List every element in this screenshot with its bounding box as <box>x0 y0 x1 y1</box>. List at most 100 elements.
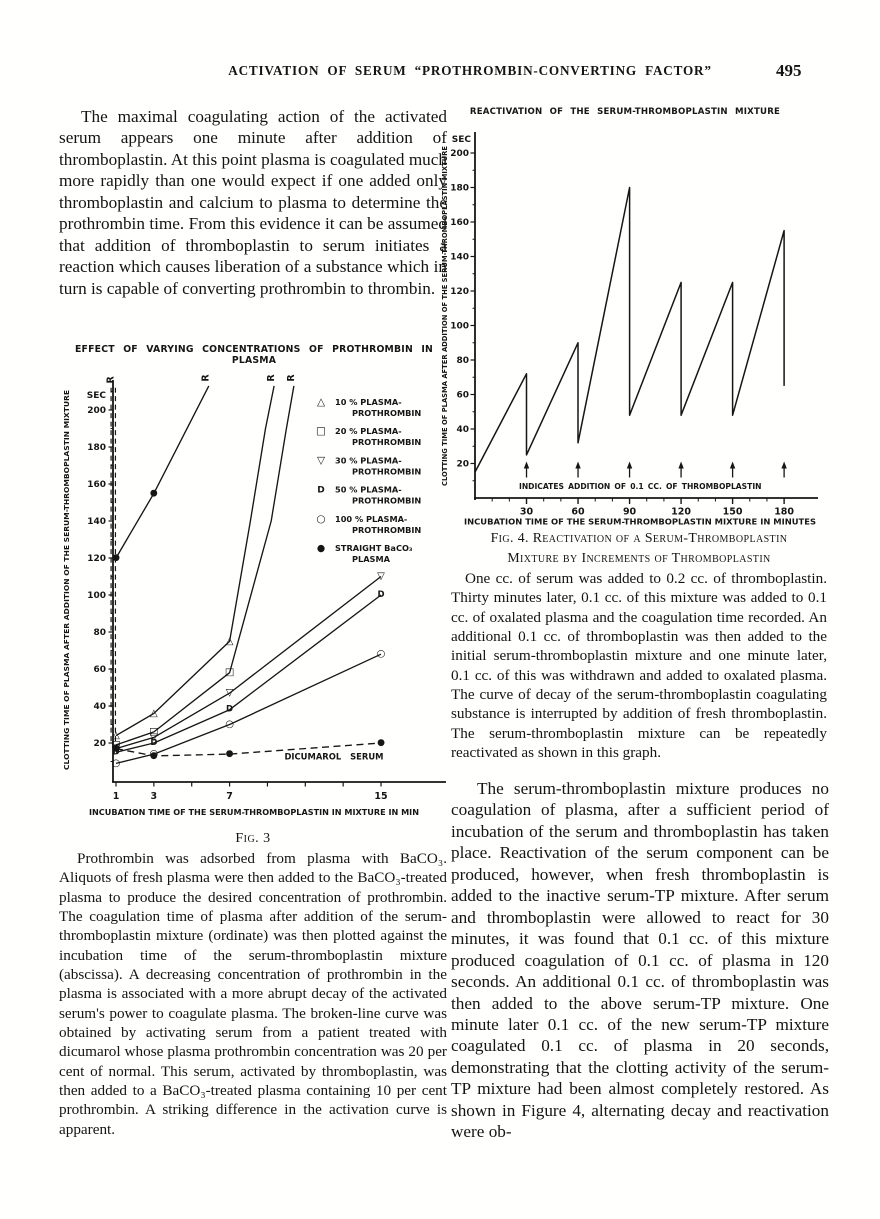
offscale-marker: R <box>201 374 212 382</box>
y-unit-label: SEC <box>452 135 472 145</box>
thromboplastin-arrowhead <box>626 461 633 469</box>
legend-marker: D <box>317 486 324 496</box>
data-point-marker: ○ <box>112 758 121 769</box>
offscale-marker: R <box>105 375 116 383</box>
arrow-note: INDICATES ADDITION OF 0.1 CC. OF THROMBO… <box>519 482 762 491</box>
y-tick-label: 60 <box>456 391 469 401</box>
y-tick-label: 180 <box>87 443 106 453</box>
data-point-marker: D <box>150 738 157 748</box>
legend-marker: △ <box>317 396 326 408</box>
y-tick-label: 20 <box>456 460 469 470</box>
y-tick-label: 200 <box>450 149 469 159</box>
series-path <box>115 385 210 559</box>
y-tick-label: 40 <box>93 702 106 712</box>
y-tick-label: 80 <box>93 628 106 638</box>
data-point-marker: □ <box>149 726 158 737</box>
data-point-marker: ● <box>112 744 120 754</box>
y-tick-label: 100 <box>87 591 106 601</box>
fig3-caption: Prothrombin was adsorbed from plasma wit… <box>59 850 447 1138</box>
y-tick-label: 120 <box>450 287 469 297</box>
fig4-chart: 20 40 60 80 100 120 140 160 180 200 SEC 30 60 90 120 15… <box>440 132 818 527</box>
offscale-marker: R <box>266 374 277 382</box>
page-number: 495 <box>776 61 802 80</box>
legend-label-line1: 20 % PLASMA- <box>335 426 402 436</box>
series-path <box>115 385 295 746</box>
data-point-marker: ○ <box>225 719 234 730</box>
thromboplastin-arrowhead <box>678 461 684 469</box>
legend-label-line2: PROTHROMBIN <box>352 437 421 447</box>
thromboplastin-arrowhead <box>781 461 787 469</box>
series-path <box>115 653 382 765</box>
legend-label-line1: 50 % PLASMA- <box>335 485 402 495</box>
legend-marker: ● <box>317 543 325 554</box>
x-axis-label: INCUBATION TIME OF THE SERUM-THROMBOPLAS… <box>89 807 419 817</box>
y-tick-label: 120 <box>87 554 106 564</box>
legend-marker: ▽ <box>317 454 326 466</box>
y-tick-label: 60 <box>93 665 106 675</box>
fig3-chart-title: EFFECT OF VARYING CONCENTRATIONS OF PROT… <box>75 344 433 366</box>
legend-label-line2: PLASMA <box>352 554 391 564</box>
right-paragraph-1: The serum-thromboplastin mixture produce… <box>451 779 829 1142</box>
x-tick-label: 90 <box>623 507 637 518</box>
series-path <box>115 594 382 753</box>
fig3-chart: 20 40 60 80 100 120 140 160 180 200 SEC 1 3 7 15 CLOTTI… <box>62 374 446 817</box>
offscale-marker: R <box>286 374 297 382</box>
y-tick-label: 80 <box>456 356 469 366</box>
data-point-marker: □ <box>225 667 234 678</box>
thromboplastin-arrowhead <box>523 461 530 469</box>
sawtooth-curve <box>474 186 785 473</box>
x-tick-label: 120 <box>671 507 691 518</box>
fig4-caption-heading: Fig. 4. Reactivation of a Serum-Thrombop… <box>452 528 826 567</box>
data-point-marker: ● <box>150 751 158 761</box>
data-point-marker: □ <box>111 739 120 750</box>
legend-marker: □ <box>316 425 326 437</box>
page-header-title: ACTIVATION OF SERUM “PROTHROMBIN-CONVERT… <box>228 63 712 78</box>
x-tick-label: 7 <box>226 791 233 802</box>
data-point-marker: D <box>377 590 384 600</box>
x-tick-label: 1 <box>113 791 120 802</box>
left-paragraph-1: The maximal coagulating action of the ac… <box>59 107 447 298</box>
x-tick-label: 30 <box>520 507 534 518</box>
dicumarol-serum-label: DICUMAROL SERUM <box>284 752 383 762</box>
data-point-marker: D <box>112 747 119 757</box>
fig4-caption-heading-line2: Mixture by Increments of Thromboplastin <box>507 549 771 565</box>
data-point-marker: ● <box>226 749 234 759</box>
legend-label-line1: 30 % PLASMA- <box>335 455 402 465</box>
data-point-marker: ○ <box>377 649 386 660</box>
x-tick-label: 150 <box>723 507 743 518</box>
legend-label-line1: 100 % PLASMA- <box>335 514 407 524</box>
thromboplastin-arrowhead <box>729 461 736 469</box>
data-point-marker: △ <box>226 636 234 647</box>
data-point-marker: ● <box>150 488 158 498</box>
y-unit-label: SEC <box>87 391 107 401</box>
data-point-marker: D <box>226 705 233 715</box>
data-point-marker: ● <box>377 738 385 748</box>
fig4-caption: One cc. of serum was added to 0.2 cc. of… <box>451 570 827 762</box>
series-path <box>115 385 275 737</box>
y-tick-label: 100 <box>450 322 469 332</box>
y-tick-label: 40 <box>456 425 469 435</box>
y-tick-label: 180 <box>450 184 469 194</box>
y-axis-label: CLOTTING TIME OF PLASMA AFTER ADDITION O… <box>440 146 449 486</box>
fig4-caption-heading-line1: Fig. 4. Reactivation of a Serum-Thrombop… <box>490 530 788 545</box>
data-point-marker: △ <box>112 730 120 741</box>
x-tick-label: 60 <box>571 507 585 518</box>
data-point-marker: ○ <box>149 749 158 760</box>
x-tick-label: 180 <box>774 507 794 518</box>
legend-label-line1: 10 % PLASMA- <box>335 397 402 407</box>
x-tick-label: 3 <box>151 791 158 802</box>
data-point-marker: ▽ <box>377 571 385 582</box>
fig4-chart-title: REACTIVATION OF THE SERUM-THROMBOPLASTIN… <box>469 107 781 117</box>
data-point-marker: △ <box>150 708 158 719</box>
y-tick-label: 20 <box>93 739 106 749</box>
legend-label-line1: STRAIGHT BaCO₃ <box>335 543 413 553</box>
legend-label-line2: PROTHROMBIN <box>352 525 421 535</box>
x-tick-label: 15 <box>374 791 387 802</box>
series-path <box>115 742 382 757</box>
legend-label-line2: PROTHROMBIN <box>352 408 421 418</box>
thromboplastin-arrowhead <box>575 461 581 469</box>
fig3-caption-title: Fig. 3 <box>235 831 271 846</box>
y-tick-label: 200 <box>87 406 106 416</box>
legend-label-line2: PROTHROMBIN <box>352 496 421 506</box>
